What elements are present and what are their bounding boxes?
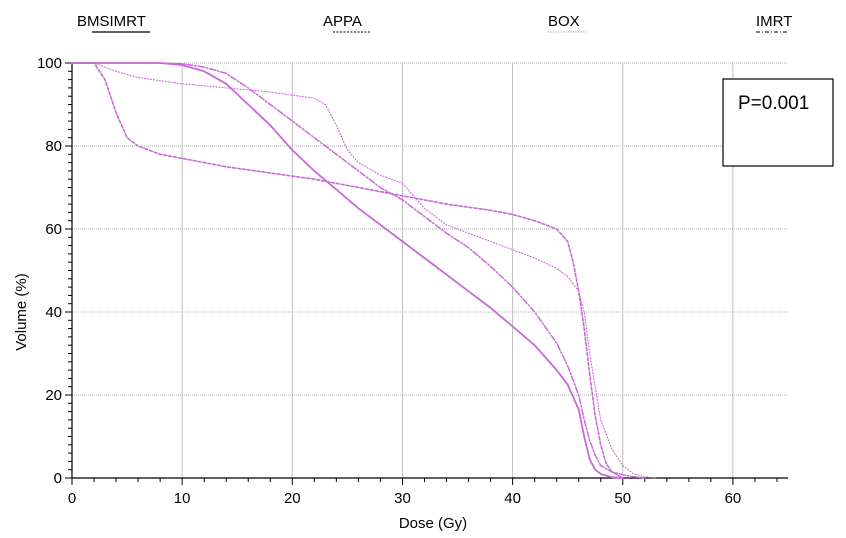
p-value-box: P=0.001 [722, 78, 834, 167]
y-tick-label: 100 [37, 55, 62, 72]
x-tick-label: 30 [394, 490, 411, 507]
y-tick-label: 0 [54, 470, 62, 487]
y-tick-label: 80 [45, 138, 62, 155]
legend: BMSIMRT APPA BOX IMRT [77, 13, 792, 33]
p-value-frame [722, 78, 834, 167]
x-tick-label: 40 [504, 490, 521, 507]
x-tick-label: 20 [284, 490, 301, 507]
x-tick-label: 60 [725, 490, 742, 507]
y-tick-label: 20 [45, 387, 62, 404]
series-line-bmsimrt [71, 62, 624, 479]
y-tick-label: 60 [45, 221, 62, 238]
series-line-box [71, 62, 657, 479]
x-axis-title: Dose (Gy) [399, 515, 467, 532]
x-tick-label: 0 [68, 490, 76, 507]
legend-label-box: BOX [548, 13, 580, 30]
legend-label-imrt: IMRT [756, 13, 792, 30]
series-lines [71, 62, 657, 479]
x-tick-label: 50 [614, 490, 631, 507]
series-line-imrt [71, 62, 646, 479]
x-tick-label: 10 [174, 490, 191, 507]
series-line-appa [71, 62, 624, 479]
legend-label-bmsimrt: BMSIMRT [77, 13, 146, 30]
legend-label-appa: APPA [323, 13, 362, 30]
y-tick-label: 40 [45, 304, 62, 321]
y-axis-title: Volume (%) [13, 273, 30, 351]
p-value-text: P=0.001 [738, 93, 809, 114]
grid [72, 62, 788, 478]
axes: 0 10 20 30 40 50 60 0 20 40 60 80 100 [37, 55, 788, 507]
